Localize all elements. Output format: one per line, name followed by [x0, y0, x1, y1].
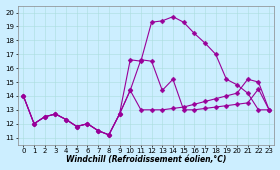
X-axis label: Windchill (Refroidissement éolien,°C): Windchill (Refroidissement éolien,°C) [66, 155, 227, 164]
